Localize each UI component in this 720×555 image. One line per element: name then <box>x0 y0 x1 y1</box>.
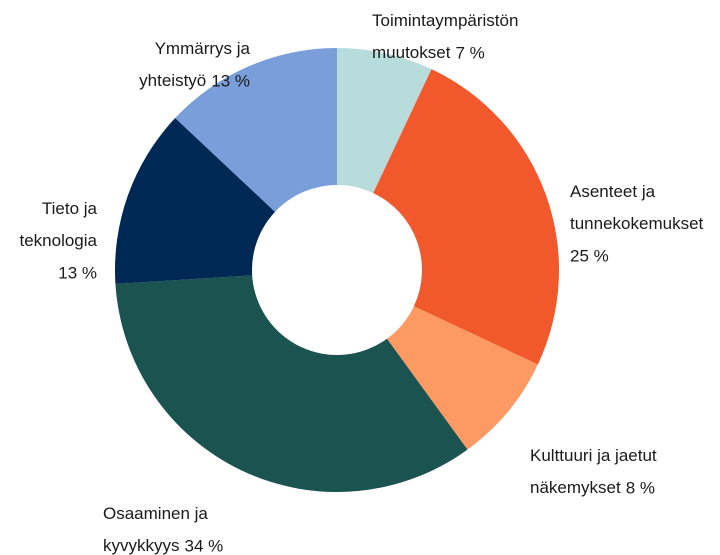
label-line: Kulttuuri ja jaetut <box>530 446 657 465</box>
donut-slice <box>175 48 337 212</box>
label-line: Toimintaympäristön <box>372 11 518 30</box>
value-label: 34 % <box>185 536 224 555</box>
donut-slice <box>115 275 468 492</box>
value-label: 7 % <box>455 43 484 62</box>
donut-slice <box>386 306 538 450</box>
label-line: muutokset <box>372 43 451 62</box>
slice-label: Asenteet ja tunnekokemukset <box>570 182 704 233</box>
slice-label: Kulttuuri ja jaetut näkemykset <box>530 446 657 497</box>
label-line: Tieto ja <box>42 199 98 218</box>
label-line: tunnekokemukset <box>570 214 704 233</box>
slice-label: Osaaminen ja kyvykkyys <box>103 504 208 555</box>
slice-label: Ymmärrys ja yhteistyö <box>139 39 250 90</box>
label-line: Ymmärrys ja <box>155 39 251 58</box>
label-line: näkemykset <box>530 478 621 497</box>
value-label: 13 % <box>211 71 250 90</box>
label-line: Osaaminen ja <box>103 504 208 523</box>
donut-slice <box>115 118 276 284</box>
value-label: 13 % <box>58 263 97 282</box>
donut-slice <box>337 48 432 194</box>
slice-label: Tieto ja teknologia <box>19 199 97 250</box>
value-label: 25 % <box>570 246 609 265</box>
label-line: yhteistyö <box>139 71 206 90</box>
label-line: kyvykkyys <box>103 536 180 555</box>
slice-label: Toimintaympäristön muutokset <box>372 11 518 62</box>
label-line: teknologia <box>19 231 97 250</box>
value-label: 8 % <box>626 478 655 497</box>
donut-slice <box>373 69 559 365</box>
label-line: Asenteet ja <box>570 182 656 201</box>
